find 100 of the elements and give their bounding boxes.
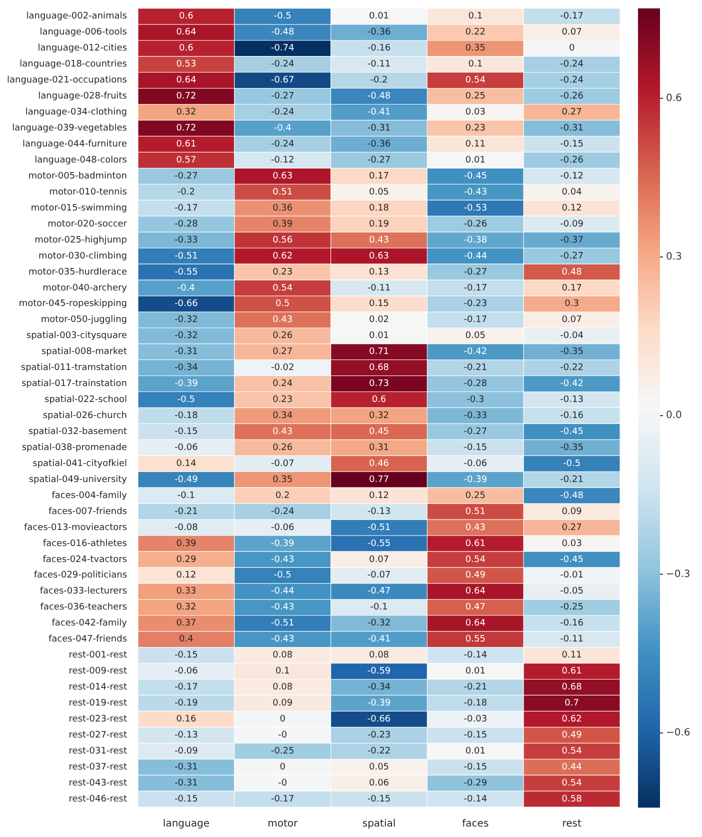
x-tick-label: spatial	[362, 818, 396, 830]
data-label: -0.22	[367, 746, 391, 756]
data-label: 0.55	[465, 634, 486, 645]
data-label: 0.4	[179, 634, 194, 645]
data-label: 0.61	[562, 666, 582, 677]
y-tick-label: faces-029-politicians	[34, 570, 128, 581]
data-label: 0.32	[368, 411, 390, 422]
data-label: 0.43	[272, 315, 293, 326]
color-bar-label: 0.0	[666, 410, 682, 422]
y-tick-label: motor-040-archery	[42, 283, 128, 294]
y-tick-label: faces-042-family	[52, 618, 128, 629]
data-label: 0.64	[465, 618, 486, 629]
data-label: 0.77	[368, 474, 390, 485]
data-label: -0.15	[174, 650, 198, 661]
data-label: -0.1	[370, 602, 388, 613]
data-label: 0.35	[465, 44, 486, 54]
y-tick-label: faces-024-tvactors	[42, 554, 128, 565]
data-label: 0.18	[368, 203, 390, 214]
data-label: 0.08	[272, 682, 293, 693]
y-tick-label: language-044-furniture	[22, 140, 128, 150]
data-label: -0.39	[367, 698, 391, 709]
data-label: -0.21	[464, 363, 488, 374]
data-label: -0.55	[367, 538, 391, 549]
y-tick-label: motor-035-hurdlerace	[28, 267, 128, 278]
data-label: -0.11	[367, 283, 391, 294]
data-label: -0.35	[560, 347, 584, 358]
color-bar-label: −0.6	[666, 728, 690, 739]
data-label: -0.15	[174, 427, 198, 437]
data-label: 0.62	[272, 251, 293, 262]
data-label: 0.05	[368, 187, 390, 198]
data-label: 0.47	[465, 602, 486, 613]
data-label: 0.09	[562, 506, 582, 517]
data-label: 0.01	[465, 746, 486, 756]
color-bar-label: −0.3	[666, 568, 690, 580]
data-label: -0.45	[560, 554, 584, 565]
data-label: -0.27	[367, 155, 391, 166]
data-label: -0.06	[174, 442, 198, 453]
data-label: 0	[280, 714, 286, 724]
data-label: -0	[278, 778, 288, 788]
data-label: 0.54	[562, 778, 582, 788]
y-tick-label: language-034-clothing	[25, 108, 128, 118]
data-label: -0.11	[367, 60, 391, 70]
data-label: -0.19	[174, 698, 198, 709]
y-tick-label: motor-005-badminton	[28, 171, 128, 182]
data-label: -0.07	[367, 570, 391, 581]
data-label: 0.33	[176, 586, 196, 597]
data-label: 0.7	[564, 698, 579, 709]
data-label: 0.02	[368, 315, 390, 326]
data-label: 0.43	[272, 427, 293, 437]
y-tick-label: language-018-countries	[20, 60, 128, 70]
data-label: -0.24	[270, 108, 295, 118]
data-label: 0.1	[468, 60, 483, 70]
y-tick-label: spatial-032-basement	[28, 427, 128, 437]
y-tick-label: language-012-cities	[38, 44, 128, 54]
data-label: 0.26	[272, 331, 293, 342]
data-label: -0.09	[174, 746, 198, 756]
data-label: -0.04	[560, 331, 584, 342]
y-tick-label: rest-009-rest	[68, 666, 128, 677]
data-label: 0.07	[562, 315, 582, 326]
data-label: 0.32	[176, 108, 196, 118]
y-tick-label: motor-010-tennis	[49, 187, 128, 198]
data-label: 0.08	[368, 650, 390, 661]
data-label: 0.17	[368, 171, 390, 182]
data-label: -0.35	[560, 442, 584, 453]
y-tick-label: faces-036-teachers	[40, 602, 128, 613]
data-label: 0.72	[176, 124, 196, 134]
data-label: -0.3	[466, 395, 484, 406]
x-tick-label: faces	[462, 818, 489, 830]
data-label: -0.44	[464, 251, 488, 262]
data-label: -0.15	[464, 442, 488, 453]
data-label: -0.24	[270, 506, 295, 517]
data-label: -0.26	[560, 155, 584, 166]
data-label: -0.2	[370, 76, 388, 86]
data-label: -0.48	[560, 490, 584, 501]
data-label: -0.08	[174, 522, 198, 533]
data-label: 0.39	[176, 538, 196, 549]
data-label: 0.39	[272, 219, 293, 230]
data-label: -0.15	[464, 762, 488, 772]
data-label: -0.43	[270, 554, 294, 565]
data-label: 0.26	[272, 442, 293, 453]
data-label: -0.12	[270, 155, 294, 166]
data-label: -0.5	[563, 458, 581, 469]
x-tick-label: rest	[562, 818, 582, 830]
y-tick-label: rest-019-rest	[68, 698, 128, 709]
data-label: 0.01	[368, 331, 390, 342]
data-label: -0.22	[560, 363, 584, 374]
data-label: 0.72	[176, 92, 196, 102]
data-label: -0.48	[270, 28, 295, 38]
data-label: 0.12	[562, 203, 582, 214]
data-label: -0.24	[560, 76, 584, 86]
y-tick-label: spatial-049-university	[28, 474, 128, 485]
data-label: -0.32	[367, 618, 391, 629]
y-tick-label: language-002-animals	[26, 12, 128, 22]
y-tick-label: faces-007-friends	[48, 506, 128, 517]
data-label: -0.07	[270, 458, 294, 469]
data-label: 0.57	[176, 155, 196, 166]
data-label: 0.04	[562, 187, 582, 198]
data-label: -0.17	[464, 283, 488, 294]
data-label: -0.43	[270, 634, 294, 645]
data-label: 0.71	[368, 347, 390, 358]
